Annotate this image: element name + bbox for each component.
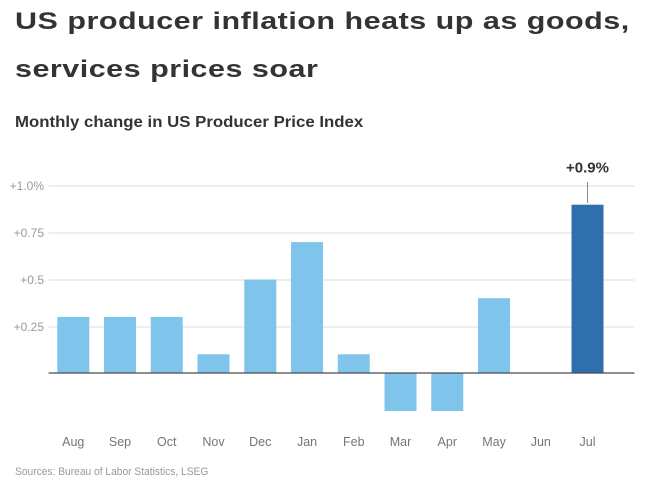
svg-text:Apr: Apr <box>438 435 457 449</box>
svg-text:Nov: Nov <box>202 435 225 449</box>
svg-text:+1.0%: +1.0% <box>10 179 45 193</box>
svg-text:Jul: Jul <box>580 435 596 449</box>
svg-text:+0.25: +0.25 <box>14 320 45 334</box>
svg-text:Jun: Jun <box>531 435 551 449</box>
svg-text:Jan: Jan <box>297 435 317 449</box>
svg-text:Dec: Dec <box>249 435 271 449</box>
svg-text:Feb: Feb <box>343 435 365 449</box>
svg-text:+0.5: +0.5 <box>20 273 44 287</box>
svg-text:Oct: Oct <box>157 435 177 449</box>
svg-text:Aug: Aug <box>62 435 84 449</box>
svg-text:+0.75: +0.75 <box>14 226 45 240</box>
svg-text:Mar: Mar <box>390 435 412 449</box>
svg-text:+0.9%: +0.9% <box>566 160 609 177</box>
svg-text:May: May <box>482 435 506 449</box>
svg-text:Sep: Sep <box>109 435 131 449</box>
